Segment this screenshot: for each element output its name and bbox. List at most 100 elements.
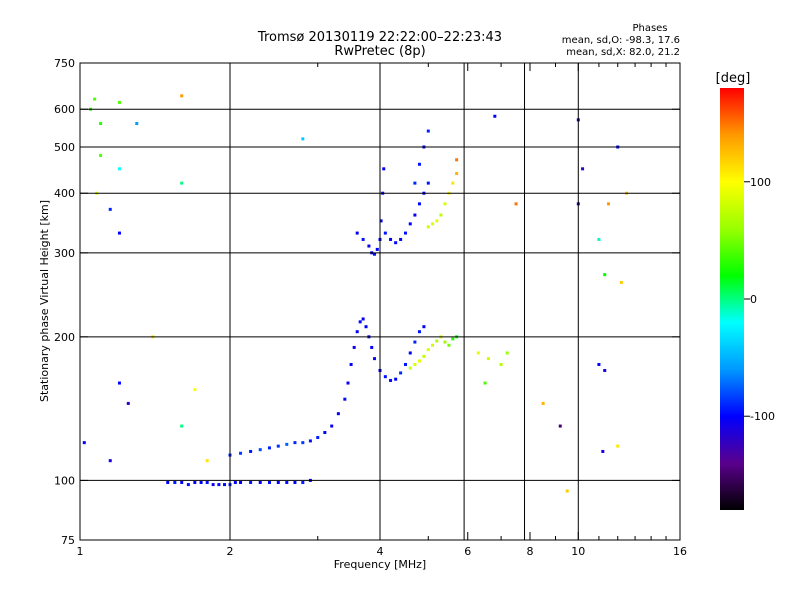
data-point	[135, 122, 139, 126]
data-point	[603, 368, 607, 372]
y-tick-label: 400	[54, 187, 75, 200]
y-tick-label: 300	[54, 247, 75, 260]
colorbar-ticks: -100 0 100	[744, 176, 775, 423]
data-point	[343, 397, 347, 401]
data-point	[616, 444, 620, 448]
data-point	[223, 483, 227, 487]
data-point	[394, 377, 398, 381]
data-point	[451, 337, 455, 341]
grid-lines	[80, 63, 680, 540]
x-tick-label: 2	[227, 545, 234, 558]
y-tick-label: 600	[54, 103, 75, 116]
x-axis-label: Frequency [MHz]	[334, 558, 426, 571]
data-point	[483, 381, 487, 385]
data-point	[293, 480, 297, 484]
data-point	[383, 231, 387, 235]
data-point	[93, 97, 97, 101]
data-point	[199, 480, 203, 484]
data-point	[408, 351, 412, 355]
y-tick-label: 750	[54, 57, 75, 70]
data-point	[413, 340, 417, 344]
data-point	[285, 442, 289, 446]
data-point	[276, 444, 280, 448]
data-point	[447, 343, 451, 347]
data-point	[408, 222, 412, 226]
data-point	[301, 441, 305, 445]
data-point	[239, 451, 243, 455]
data-point	[82, 441, 86, 445]
data-point	[352, 345, 356, 349]
data-point	[431, 343, 435, 347]
data-point	[435, 339, 439, 343]
data-point	[276, 480, 280, 484]
data-point	[364, 325, 368, 329]
data-point	[597, 362, 601, 366]
data-point	[382, 167, 386, 171]
data-point	[603, 273, 607, 277]
x-tick-label: 6	[464, 545, 471, 558]
data-point	[408, 366, 412, 370]
data-point	[435, 219, 439, 223]
data-point	[249, 480, 253, 484]
y-axis-ticks: 75 100 200 300 400 500 600 750	[54, 57, 680, 547]
data-point	[607, 202, 611, 206]
data-point	[443, 202, 447, 206]
data-point	[293, 441, 297, 445]
x-tick-label: 4	[377, 545, 384, 558]
data-point	[455, 171, 459, 175]
data-point	[426, 181, 430, 185]
data-point	[267, 480, 271, 484]
colorbar-tick-label: 0	[750, 293, 757, 306]
data-point	[413, 362, 417, 366]
data-point	[108, 459, 112, 463]
data-point	[426, 129, 430, 133]
data-point	[379, 219, 383, 223]
data-point	[193, 480, 197, 484]
x-tick-label: 1	[77, 545, 84, 558]
data-point	[336, 412, 340, 416]
data-point	[233, 480, 237, 484]
data-point	[581, 167, 585, 171]
data-point	[597, 237, 601, 241]
y-tick-label: 100	[54, 474, 75, 487]
data-point	[349, 362, 353, 366]
data-point	[417, 330, 421, 334]
data-point	[173, 480, 177, 484]
data-point	[267, 446, 271, 450]
data-point	[285, 480, 289, 484]
data-point	[258, 448, 262, 452]
data-point	[346, 381, 350, 385]
data-point	[205, 480, 209, 484]
data-point	[180, 181, 184, 185]
data-point	[330, 424, 334, 428]
y-tick-label: 500	[54, 141, 75, 154]
data-point	[443, 340, 447, 344]
data-point	[217, 483, 221, 487]
data-point	[619, 280, 623, 284]
data-point	[186, 483, 190, 487]
stats-header: Phases	[632, 23, 667, 34]
chart-title: Tromsø 20130119 22:22:00–22:23:43	[257, 30, 502, 45]
y-tick-label: 200	[54, 331, 75, 344]
colorbar	[720, 88, 744, 510]
data-point	[417, 202, 421, 206]
data-point	[601, 449, 605, 453]
data-point	[499, 362, 503, 366]
data-point	[358, 320, 362, 324]
data-point	[426, 225, 430, 229]
data-point	[205, 459, 209, 463]
y-tick-label: 75	[61, 534, 75, 547]
data-point	[422, 325, 426, 329]
x-tick-label: 10	[571, 545, 585, 558]
data-point	[439, 213, 443, 217]
data-point	[99, 153, 103, 157]
data-point	[403, 231, 407, 235]
data-point	[558, 424, 562, 428]
data-point	[180, 480, 184, 484]
x-tick-label: 8	[527, 545, 534, 558]
data-point	[117, 231, 121, 235]
data-point	[126, 401, 130, 405]
data-point	[389, 237, 393, 241]
data-point	[422, 354, 426, 358]
